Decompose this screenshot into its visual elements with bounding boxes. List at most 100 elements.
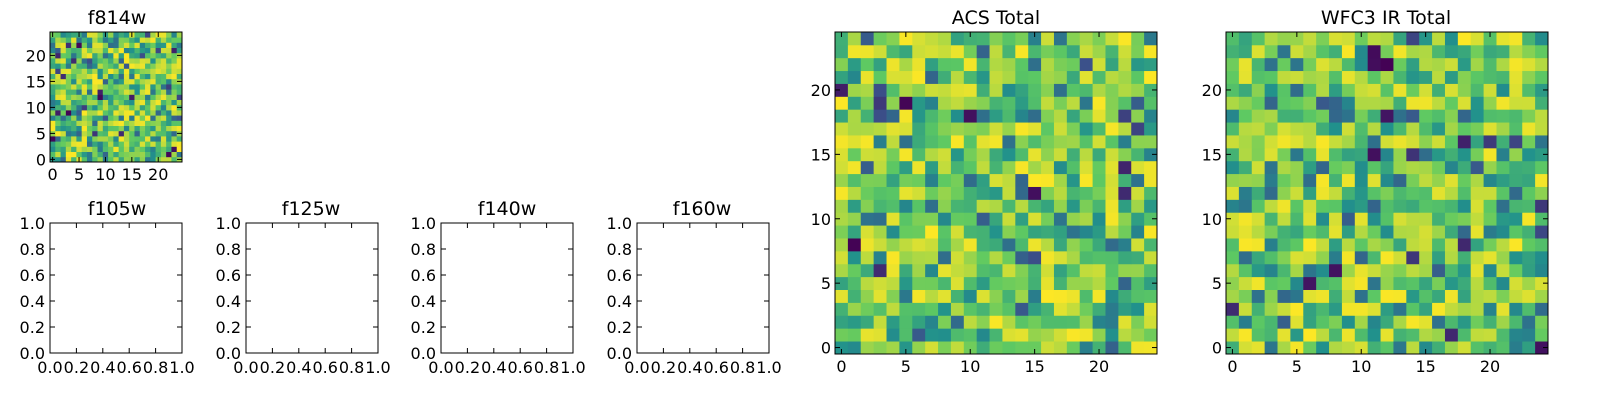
heatmap-cell: [950, 109, 965, 123]
heatmap-cell: [76, 104, 83, 111]
heatmap-cell: [123, 42, 130, 48]
x-tick-label: 10: [960, 357, 980, 376]
heatmap-cell: [950, 160, 965, 175]
heatmap-cell: [1419, 212, 1433, 226]
heatmap-cell: [1092, 276, 1106, 290]
heatmap-cell: [873, 57, 887, 72]
heatmap-cell: [160, 104, 167, 111]
heatmap-cell: [166, 37, 172, 43]
heatmap-cell: [899, 147, 913, 162]
heatmap-cell: [166, 104, 172, 111]
y-tick-label: 0: [36, 150, 46, 169]
heatmap-cell: [1079, 328, 1093, 342]
heatmap-cell: [1470, 341, 1484, 355]
heatmap-cell: [963, 122, 978, 136]
heatmap-cell: [1496, 212, 1510, 226]
heatmap-cell: [1028, 315, 1042, 329]
heatmap-cell: [1419, 225, 1433, 239]
heatmap-cell: [166, 115, 172, 121]
heatmap-cell: [847, 250, 862, 265]
heatmap-cell: [1457, 122, 1472, 136]
heatmap-cell: [989, 276, 1003, 290]
heatmap-cell: [963, 302, 978, 316]
heatmap-cell: [1053, 225, 1068, 239]
heatmap-cell: [835, 315, 849, 329]
heatmap-cell: [71, 110, 77, 116]
heatmap-cell: [1118, 328, 1132, 342]
heatmap-cell: [81, 84, 88, 90]
x-tick-label: 1.0: [756, 358, 781, 377]
heatmap-cell: [1105, 44, 1119, 59]
heatmap-cell: [71, 68, 77, 74]
heatmap-cell: [60, 37, 67, 43]
heatmap-cell: [1457, 289, 1472, 303]
heatmap-cell: [1419, 109, 1433, 123]
heatmap-cell: [155, 151, 162, 158]
heatmap-cell: [108, 136, 114, 142]
heatmap-cell: [873, 199, 887, 213]
heatmap-cell: [1367, 83, 1381, 97]
heatmap-cell: [123, 156, 130, 163]
heatmap-cell: [1316, 341, 1330, 355]
heatmap-cell: [1053, 302, 1068, 316]
heatmap-cell: [60, 141, 67, 147]
heatmap-cell: [950, 44, 965, 59]
heatmap-cell: [134, 99, 141, 106]
heatmap-cell: [139, 94, 146, 100]
heatmap-cell: [1354, 44, 1369, 59]
heatmap-cell: [1329, 328, 1343, 342]
panel-title: f160w: [673, 198, 732, 220]
heatmap-cell: [1496, 199, 1510, 213]
heatmap-cell: [108, 47, 114, 54]
heatmap-cell: [1380, 276, 1394, 290]
heatmap-cell: [71, 58, 77, 64]
heatmap-cell: [81, 120, 88, 126]
heatmap-cell: [1131, 147, 1145, 162]
heatmap-cell: [113, 156, 120, 163]
heatmap-cell: [860, 302, 875, 316]
heatmap-cell: [1483, 122, 1497, 136]
x-tick-label: 0.4: [677, 358, 702, 377]
heatmap-cell: [1367, 44, 1381, 59]
heatmap-cell: [60, 58, 67, 64]
heatmap-cell: [1015, 276, 1029, 290]
heatmap-cell: [835, 173, 849, 187]
heatmap-cell: [1380, 238, 1394, 252]
heatmap-cell: [1444, 199, 1459, 213]
heatmap-cell: [1354, 238, 1369, 252]
heatmap-cell: [139, 125, 146, 132]
heatmap-cell: [1092, 173, 1106, 187]
heatmap-cell: [1015, 341, 1029, 355]
heatmap-cell: [171, 136, 178, 142]
heatmap-cell: [1053, 147, 1068, 162]
heatmap-cell: [1406, 44, 1420, 59]
heatmap-cell: [145, 47, 151, 54]
y-tick-label: 0.4: [607, 292, 632, 311]
heatmap-cell: [92, 130, 98, 137]
heatmap-cell: [65, 37, 72, 43]
heatmap-cell: [1041, 83, 1055, 97]
heatmap-cell: [1028, 135, 1042, 149]
heatmap-cell: [76, 63, 83, 69]
heatmap-cell: [118, 47, 125, 54]
heatmap-cell: [1277, 160, 1291, 175]
heatmap-cell: [1303, 70, 1317, 84]
heatmap-cell: [1226, 276, 1240, 290]
heatmap-cell: [925, 238, 939, 252]
heatmap-cell: [1509, 96, 1523, 110]
heatmap-cell: [1041, 109, 1055, 123]
heatmap-cell: [176, 125, 183, 132]
heatmap-cell: [1419, 70, 1433, 84]
heatmap-cell: [1118, 289, 1132, 303]
heatmap-cell: [860, 160, 875, 175]
heatmap-cell: [155, 104, 162, 111]
heatmap-cell: [1277, 186, 1291, 200]
heatmap-cell: [847, 315, 862, 329]
heatmap-cell: [1053, 276, 1068, 290]
heatmap-cell: [835, 328, 849, 342]
y-tick-label: 1.0: [20, 214, 45, 233]
y-tick-label: 20: [1202, 81, 1222, 100]
heatmap-cell: [1406, 199, 1420, 213]
heatmap-cell: [963, 315, 978, 329]
